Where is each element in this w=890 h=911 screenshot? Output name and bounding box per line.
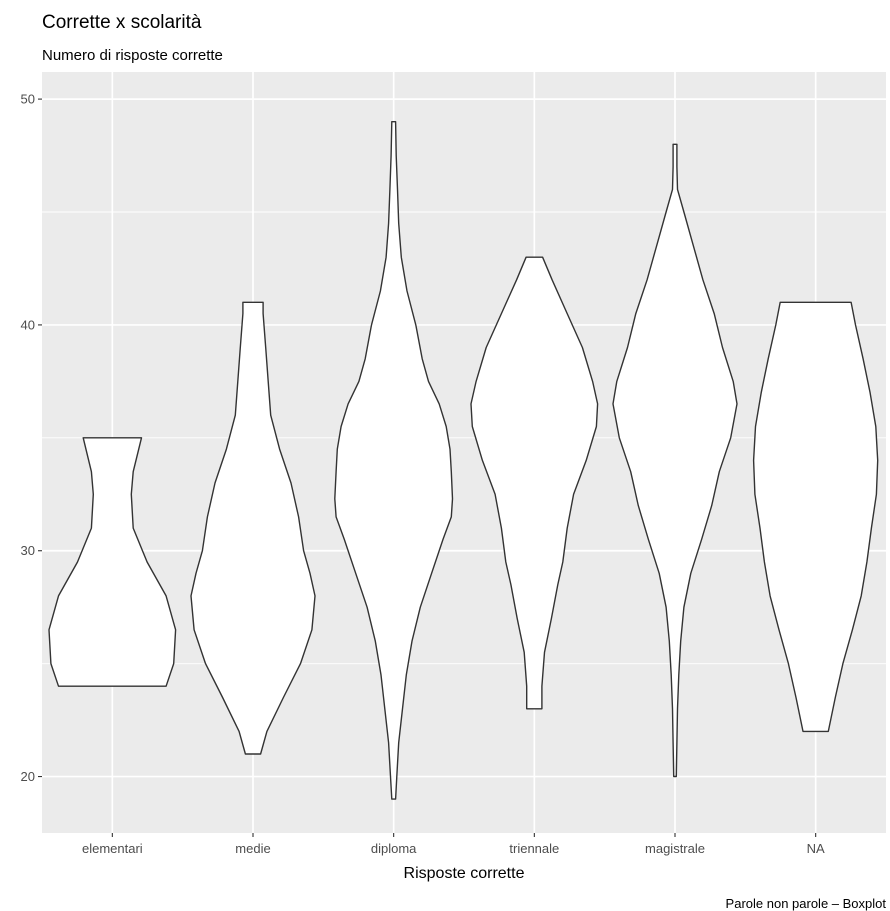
x-axis: elementari medie diploma triennale magistral… xyxy=(82,833,825,856)
chart-caption: Parole non parole – Boxplot xyxy=(726,896,887,911)
y-axis: 20 30 40 50 xyxy=(21,92,42,784)
violin-medie xyxy=(190,301,316,755)
y-tick-label: 50 xyxy=(21,92,35,107)
violin-diploma xyxy=(334,121,454,800)
violin-triennale xyxy=(470,256,599,710)
violins xyxy=(48,121,879,800)
violin-elementari xyxy=(48,437,177,687)
x-axis-title: Risposte corrette xyxy=(404,865,525,882)
y-tick-label: 40 xyxy=(21,317,35,332)
x-tick-label: NA xyxy=(807,841,825,856)
y-tick-label: 20 xyxy=(21,769,35,784)
x-tick-label: diploma xyxy=(371,841,417,856)
x-tick-label: medie xyxy=(235,841,270,856)
x-tick-label: triennale xyxy=(509,841,559,856)
violin-na xyxy=(752,301,879,733)
chart-title: Corrette x scolarità xyxy=(42,12,202,33)
x-tick-label: magistrale xyxy=(645,841,705,856)
chart-subtitle: Numero di risposte corrette xyxy=(42,47,223,64)
x-tick-label: elementari xyxy=(82,841,143,856)
y-tick-label: 30 xyxy=(21,543,35,558)
violin-magistrale xyxy=(612,143,738,778)
plot-panel xyxy=(42,72,886,833)
